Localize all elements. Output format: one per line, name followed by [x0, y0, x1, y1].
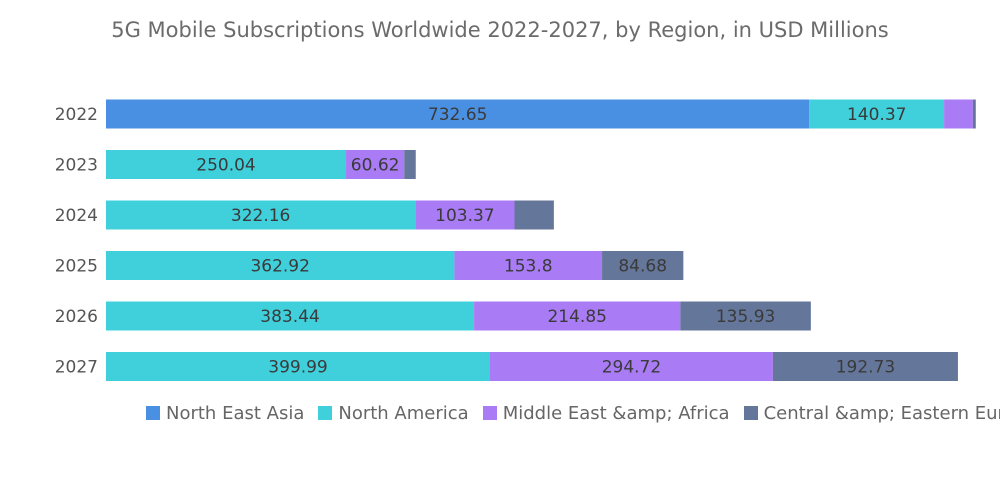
chart-plot: 2022 732.65 140.37 2023 250.04 60.62 2024 322.1…	[55, 99, 976, 381]
legend-label: Middle East &amp; Africa	[502, 402, 730, 424]
bar-segment	[680, 301, 811, 331]
bar-segment	[106, 200, 416, 230]
y-tick-label: 2027	[55, 358, 98, 378]
legend-label: North America	[338, 402, 469, 424]
bar-data-label: 153.8	[504, 257, 553, 277]
bar-segment	[454, 251, 603, 280]
bar-segment	[602, 251, 684, 280]
bar-segment	[106, 99, 810, 129]
bar-data-label: 383.44	[260, 307, 319, 327]
bar-segment	[404, 150, 416, 179]
legend-item: North East Asia	[146, 403, 304, 424]
bar-data-label: 60.62	[351, 156, 400, 176]
bar-segment	[772, 352, 958, 381]
legend-swatch	[146, 406, 160, 420]
legend-item: Central &amp; Eastern Europe	[743, 402, 1000, 424]
bar-data-label: 103.37	[435, 206, 494, 226]
bar-data-label: 322.16	[231, 206, 290, 226]
y-tick-label: 2025	[55, 257, 98, 277]
bar-data-label: 294.72	[602, 358, 661, 378]
bar-data-label: 140.37	[847, 105, 906, 125]
bar-data-label: 732.65	[428, 105, 487, 125]
bar-data-label: 362.92	[250, 257, 309, 277]
bar-segment	[972, 99, 976, 129]
y-tick-label: 2024	[55, 206, 98, 226]
legend-swatch	[482, 406, 497, 420]
bar-data-label: 250.04	[196, 156, 255, 176]
legend-item: Middle East &amp; Africa	[482, 402, 730, 424]
legend-swatch	[743, 406, 758, 420]
bar-segment	[944, 99, 973, 129]
bar-segment	[514, 200, 554, 230]
bar-segment	[489, 352, 773, 381]
bar-data-label: 84.68	[618, 257, 667, 277]
legend-swatch	[318, 406, 333, 420]
legend-item: North America	[318, 402, 469, 424]
chart-title: 5G Mobile Subscriptions Worldwide 2022-2…	[111, 18, 889, 42]
bar-segment	[809, 99, 945, 129]
bar-segment	[106, 251, 455, 280]
y-tick-label: 2026	[55, 307, 98, 327]
bar-segment	[106, 150, 347, 179]
bar-segment	[474, 301, 681, 331]
bar-segment	[106, 352, 490, 381]
legend-label: North East Asia	[166, 402, 305, 424]
y-tick-label: 2023	[55, 156, 98, 176]
bar-segment	[415, 200, 515, 230]
bar-segment	[106, 301, 475, 331]
y-tick-label: 2022	[55, 105, 98, 125]
legend-label: Central &amp; Eastern Europe	[763, 402, 1000, 424]
bar-data-label: 399.99	[268, 358, 327, 378]
bar-data-label: 192.73	[836, 358, 895, 378]
bar-data-label: 135.93	[716, 307, 775, 327]
bar-segment	[346, 150, 405, 179]
chart-legend: North East Asia North America Middle East …	[146, 402, 1000, 424]
bar-data-label: 214.85	[547, 307, 606, 327]
